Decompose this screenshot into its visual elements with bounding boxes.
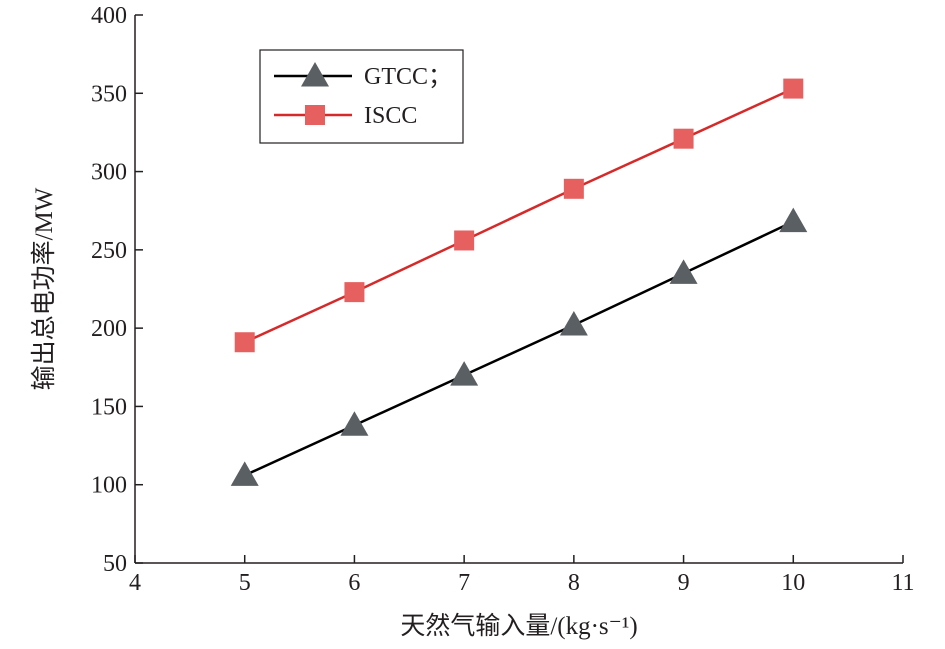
data-point <box>234 332 255 353</box>
data-point <box>673 128 694 149</box>
series-line <box>244 87 794 344</box>
data-point <box>559 311 588 336</box>
y-tick-label: 300 <box>91 160 127 186</box>
series-layer <box>230 78 808 486</box>
y-tick-label: 250 <box>91 238 127 264</box>
legend-item: ISCC <box>274 103 417 129</box>
x-tick-label: 5 <box>239 570 251 596</box>
legend-marker <box>301 62 329 87</box>
x-tick-label: 7 <box>458 570 470 596</box>
y-tick-label: 100 <box>91 473 127 499</box>
x-tick-label: 8 <box>568 570 580 596</box>
x-tick-label: 9 <box>678 570 690 596</box>
series-0 <box>230 207 808 486</box>
y-tick-label: 350 <box>91 81 127 107</box>
x-axis-title: 天然气输入量/(kg·s⁻¹) <box>400 612 637 640</box>
axes: 4 5 6 7 8 9 10 11 50 100 150 200 250 300 350 400 <box>91 3 915 596</box>
data-point <box>779 207 808 233</box>
data-point <box>669 259 698 284</box>
y-tick-label: 50 <box>103 551 127 577</box>
legend-label: ISCC <box>364 103 417 129</box>
x-tick-label: 10 <box>781 570 805 596</box>
data-point <box>344 282 365 303</box>
data-point <box>450 361 479 386</box>
data-point <box>783 78 804 99</box>
legend-item: GTCC； <box>274 62 452 90</box>
x-tick-label: 4 <box>129 570 141 596</box>
series-1 <box>234 78 804 353</box>
y-tick-label: 150 <box>91 394 127 420</box>
y-axis-title: 输出总电功率/MW <box>30 187 58 390</box>
data-point <box>340 411 369 436</box>
x-tick-label: 6 <box>348 570 360 596</box>
legend-label: GTCC； <box>364 64 452 90</box>
series-line <box>244 220 794 477</box>
legend-box <box>259 49 464 144</box>
y-tick-label: 400 <box>91 3 127 29</box>
legend-marker <box>305 105 325 125</box>
legend: GTCC； ISCC <box>259 49 464 144</box>
data-point <box>454 230 475 251</box>
x-tick-label: 11 <box>891 570 914 596</box>
data-point <box>563 178 584 199</box>
y-tick-label: 200 <box>91 316 127 342</box>
data-point <box>230 461 259 486</box>
